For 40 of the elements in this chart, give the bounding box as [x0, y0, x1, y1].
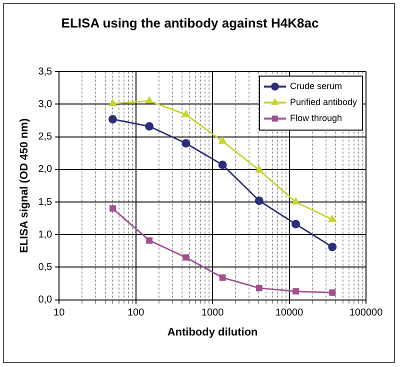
legend-label: Crude serum — [290, 81, 342, 92]
point — [182, 139, 190, 148]
point — [218, 137, 226, 144]
chart-title: ELISA using the antibody against H4K8ac — [61, 15, 319, 30]
x-tick-label: 1000 — [201, 308, 224, 319]
point — [254, 196, 264, 205]
point — [218, 160, 227, 170]
point — [292, 198, 300, 204]
point — [292, 220, 300, 228]
y-tick-label: 3,5 — [38, 66, 53, 78]
point — [110, 205, 116, 212]
point — [255, 166, 263, 173]
y-tick-label: 3,0 — [38, 98, 53, 110]
y-tick-label: 2,0 — [38, 164, 53, 176]
x-tick-label: 100 — [127, 308, 145, 319]
point — [256, 284, 262, 292]
y-tick-label: 1,0 — [38, 229, 53, 240]
legend-label: Purified antibody — [290, 97, 358, 108]
point — [219, 274, 226, 281]
point — [182, 254, 190, 261]
x-tick-label: 10000 — [275, 308, 304, 319]
point — [328, 215, 336, 222]
point — [182, 110, 190, 118]
point — [108, 114, 117, 124]
point — [146, 96, 154, 104]
y-tick-label: 0,5 — [38, 262, 53, 273]
legend-label: Flow through — [290, 113, 342, 124]
point — [108, 99, 117, 106]
x-tick-label: 10 — [54, 308, 66, 319]
point — [292, 288, 299, 295]
point — [329, 289, 336, 296]
point — [145, 122, 154, 131]
point — [328, 242, 337, 252]
y-tick-label: 1,5 — [38, 196, 53, 208]
x-tick-label: 100000 — [349, 308, 384, 319]
y-tick-label: 2,5 — [38, 132, 53, 143]
x-axis-title: Antibody dilution — [167, 326, 258, 338]
y-axis-title: ELISA signal (OD 450 nm) — [18, 118, 31, 254]
point — [146, 237, 153, 244]
y-tick-label: 0,0 — [38, 294, 53, 306]
